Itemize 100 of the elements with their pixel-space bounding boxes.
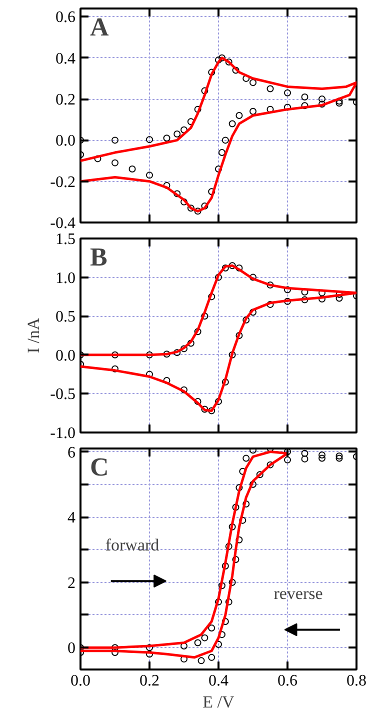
point	[215, 166, 222, 172]
point	[301, 455, 308, 462]
point	[225, 542, 232, 550]
annotation: reverse	[274, 584, 323, 604]
point	[146, 644, 153, 652]
point	[163, 350, 170, 358]
point	[180, 198, 188, 206]
y-tick-label: 0.6	[56, 9, 76, 26]
point	[284, 456, 291, 464]
point	[266, 461, 274, 468]
point	[266, 85, 274, 92]
point	[232, 556, 240, 563]
y-tick-label: 6	[68, 444, 76, 462]
point	[201, 634, 208, 642]
point	[112, 159, 118, 166]
point	[225, 58, 232, 66]
point	[194, 639, 202, 646]
y-axis-title: I /nA	[24, 317, 44, 354]
point	[215, 56, 222, 64]
point	[250, 308, 256, 316]
y-tick-label: 4	[68, 510, 76, 527]
point	[301, 102, 308, 110]
point	[163, 134, 170, 142]
point	[201, 87, 208, 94]
point	[201, 202, 208, 210]
point	[301, 296, 308, 304]
y-tick-label: 0.0	[56, 347, 76, 364]
point	[301, 450, 308, 457]
x-tick-label: 0.4	[208, 672, 228, 690]
point	[236, 536, 243, 544]
y-tick-label: 0.5	[56, 308, 76, 326]
point	[225, 598, 232, 606]
point	[228, 578, 236, 586]
point	[180, 126, 188, 134]
point	[198, 657, 205, 664]
point	[236, 264, 243, 272]
y-tick-label: 0.4	[56, 50, 76, 68]
point	[228, 262, 236, 270]
line-series	[80, 56, 356, 212]
point	[194, 106, 202, 113]
point	[146, 650, 153, 658]
y-tick-label: -0.5	[50, 386, 76, 404]
point	[250, 274, 256, 281]
point	[266, 106, 274, 113]
point	[228, 120, 236, 128]
point	[256, 471, 264, 478]
point	[187, 204, 194, 212]
x-tick-label: 0.6	[278, 672, 298, 690]
point	[232, 504, 240, 511]
y-tick-label: -1.0	[50, 425, 76, 442]
annotation: forward	[105, 536, 160, 555]
x-tick-label: 0.2	[140, 672, 160, 690]
point	[174, 190, 181, 198]
point	[215, 274, 222, 281]
point	[318, 452, 326, 459]
point	[284, 89, 291, 96]
point	[222, 618, 229, 626]
point	[242, 74, 250, 82]
y-tick-label: 2	[68, 574, 76, 592]
point	[146, 351, 153, 358]
point	[208, 624, 216, 632]
point	[222, 136, 229, 144]
point	[222, 378, 229, 386]
point	[232, 66, 240, 74]
annotation: B	[90, 242, 108, 272]
line-series	[80, 264, 356, 412]
point	[336, 454, 343, 462]
point	[128, 166, 136, 172]
point	[222, 264, 229, 272]
point	[284, 286, 291, 294]
y-tick-label: 0	[68, 640, 76, 658]
point	[201, 312, 208, 320]
point	[239, 516, 246, 524]
point	[242, 454, 250, 462]
point	[180, 345, 188, 352]
y-tick-label: -0.4	[50, 215, 76, 232]
point	[180, 386, 188, 394]
point	[208, 68, 216, 76]
point	[208, 654, 216, 661]
point	[242, 500, 250, 508]
point	[187, 340, 194, 347]
y-tick-label: 0.0	[56, 132, 76, 150]
point	[266, 282, 274, 289]
point	[174, 130, 181, 138]
point	[301, 93, 308, 100]
point	[250, 108, 256, 115]
point	[318, 454, 326, 462]
point	[218, 54, 226, 62]
point	[94, 155, 102, 162]
point	[336, 452, 343, 460]
y-tick-label: 1.5	[56, 231, 76, 248]
point	[215, 598, 222, 606]
y-tick-label: -0.2	[50, 174, 76, 191]
point	[318, 296, 326, 303]
point	[266, 300, 274, 308]
point	[194, 208, 202, 215]
point	[201, 406, 208, 413]
point	[194, 328, 202, 336]
point	[236, 332, 243, 339]
annotation: A	[90, 12, 110, 42]
